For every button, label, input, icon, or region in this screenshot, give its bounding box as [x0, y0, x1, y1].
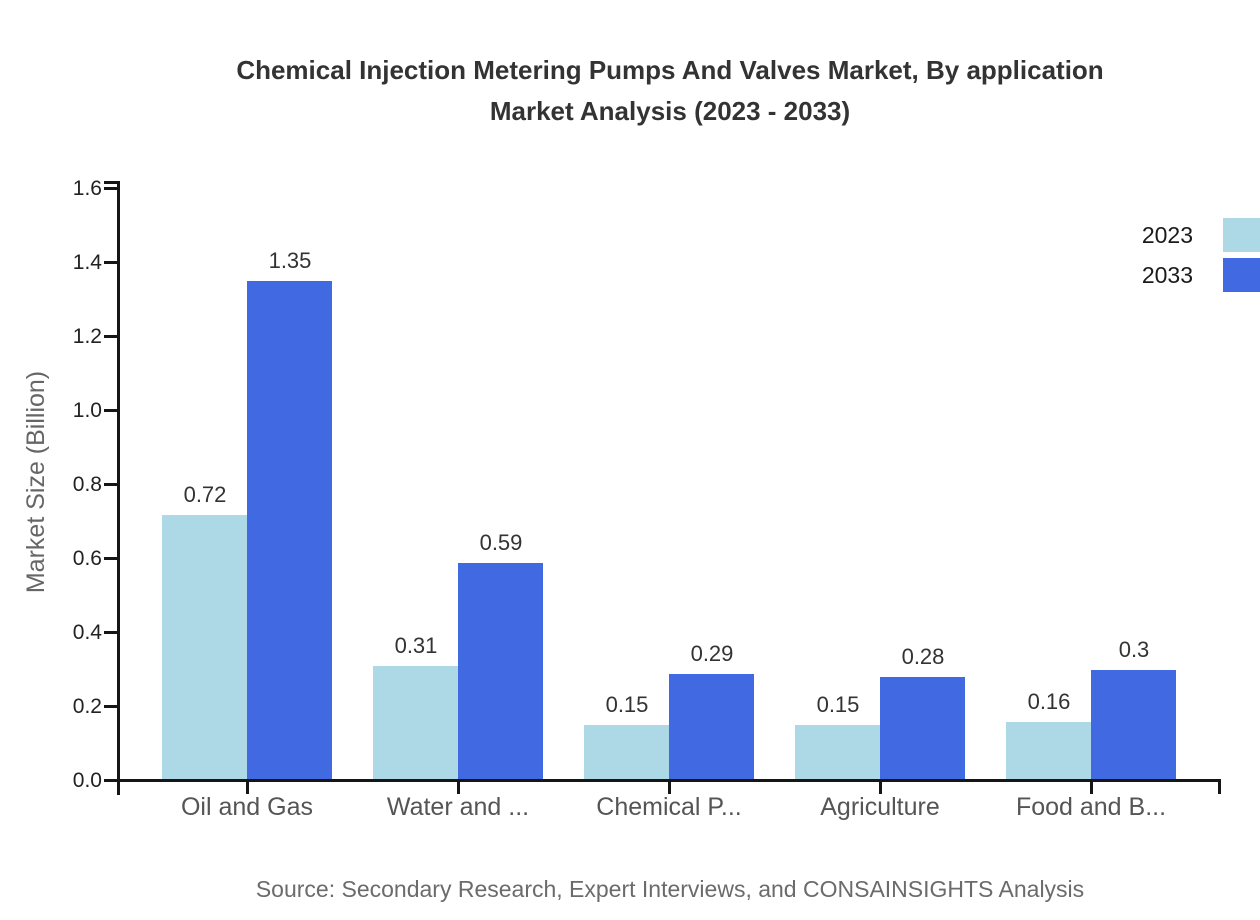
bar-value-label: 0.15: [605, 692, 649, 717]
y-tick-label: 1.2: [72, 325, 102, 348]
x-tick: [1090, 781, 1093, 794]
bar-2033-oil-and-gas: [247, 281, 332, 781]
y-tick: [104, 557, 120, 560]
y-tick: [104, 409, 120, 412]
bar-value-label: 0.29: [690, 641, 734, 666]
chart-title: Chemical Injection Metering Pumps And Va…: [80, 50, 1260, 132]
source-note: Source: Secondary Research, Expert Inter…: [255, 876, 1085, 902]
y-tick-label: 0.2: [72, 695, 102, 718]
x-tick: [457, 781, 460, 794]
y-tick: [104, 779, 120, 782]
y-tick-label: 0.4: [72, 621, 102, 644]
y-tick: [104, 187, 120, 190]
x-tick: [668, 781, 671, 794]
y-tick-label: 0.6: [72, 547, 102, 570]
bar-2023-water-and: [373, 666, 458, 781]
x-category-label: Agriculture: [820, 793, 940, 821]
bar-2033-chemical-p: [669, 674, 754, 781]
x-axis-line: [117, 779, 1221, 782]
bar-2023-oil-and-gas: [162, 515, 247, 781]
y-tick-label: 0.0: [72, 769, 102, 792]
x-category-label: Chemical P...: [596, 793, 742, 821]
legend-swatch-2023: [1223, 218, 1260, 252]
bar-value-label: 0.72: [183, 482, 227, 507]
legend: 2023 2033: [1113, 218, 1260, 292]
y-axis-line: [117, 182, 120, 795]
bar-value-label: 0.31: [394, 633, 438, 658]
bar-value-label: 0.3: [1118, 637, 1150, 662]
bar-2033-water-and: [458, 563, 543, 781]
legend-item-2023: 2023: [1113, 218, 1260, 252]
chart-title-line2: Market Analysis (2023 - 2033): [489, 96, 851, 126]
bar-value-label: 1.35: [268, 248, 312, 273]
x-tick: [879, 781, 882, 794]
chart-title-line1: Chemical Injection Metering Pumps And Va…: [236, 55, 1104, 85]
y-tick: [104, 631, 120, 634]
bar-2023-food-and-b: [1006, 722, 1091, 781]
y-tick: [104, 261, 120, 264]
legend-item-2033: 2033: [1113, 258, 1260, 292]
y-tick: [104, 705, 120, 708]
y-tick-label: 0.8: [72, 473, 102, 496]
legend-label-2023: 2023: [1141, 221, 1193, 248]
x-category-label: Oil and Gas: [180, 793, 313, 821]
y-tick: [104, 335, 120, 338]
y-tick-label: 1.4: [72, 251, 102, 274]
y-tick-label: 1.6: [72, 177, 102, 200]
x-category-label: Food and B...: [1015, 793, 1167, 821]
x-category-label: Water and ...: [386, 793, 530, 821]
legend-label-2033: 2033: [1141, 261, 1193, 288]
bar-value-label: 0.28: [901, 644, 945, 669]
y-tick: [104, 483, 120, 486]
bar-value-label: 0.59: [479, 530, 523, 555]
y-tick-label: 1.0: [72, 399, 102, 422]
y-axis-top-cap: [104, 181, 120, 184]
bar-2023-agriculture: [795, 725, 880, 781]
bar-2023-chemical-p: [584, 725, 669, 781]
bar-value-label: 0.15: [816, 692, 860, 717]
legend-swatch-2033: [1223, 258, 1260, 292]
bar-2033-agriculture: [880, 677, 965, 781]
bar-2033-food-and-b: [1091, 670, 1176, 781]
x-tick-end: [1218, 781, 1221, 794]
x-tick: [246, 781, 249, 794]
bar-value-label: 0.16: [1027, 689, 1071, 714]
